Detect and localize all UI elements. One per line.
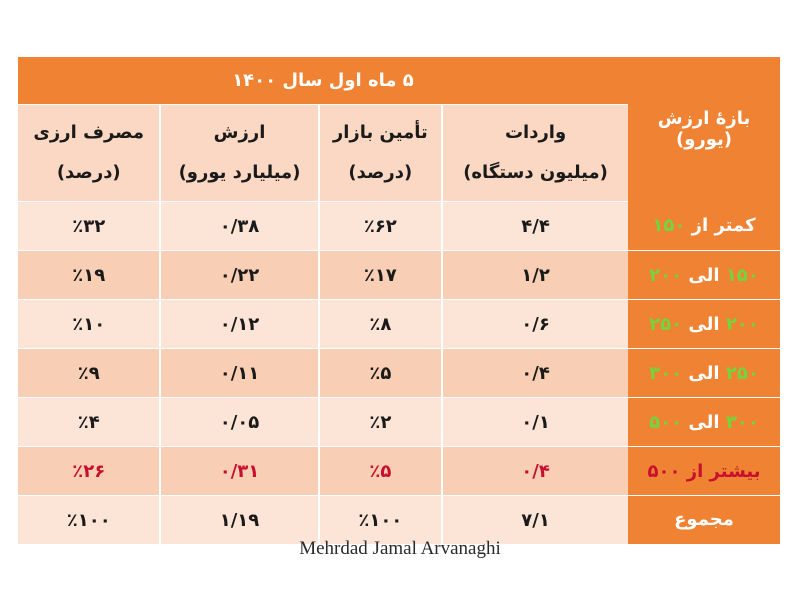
table-cell: ۰/۶ [441, 299, 628, 349]
row-header-word: الی [688, 313, 720, 335]
column-header-unit: (میلیارد یورو) [178, 162, 301, 183]
row-header-number: ۲۵۰ [649, 313, 683, 335]
period-banner: ۵ ماه اول سال ۱۴۰۰ [18, 57, 628, 105]
table-cell: ٪۶۲ [317, 201, 443, 251]
table-cell: ٪۳۲ [18, 201, 161, 251]
table-cell: ۰/۱ [441, 397, 628, 447]
table-cell: ٪۲۶ [18, 446, 161, 496]
table-cell: ۰/۱۱ [159, 348, 319, 398]
row-header: بیشتر از ۵۰۰ [628, 446, 780, 496]
row-header-word: الی [688, 362, 720, 384]
row-header: ۳۰۰ الی ۵۰۰ [628, 397, 780, 447]
column-header-unit: (درصد) [348, 162, 413, 183]
table-row: ۱۵۰ الی ۲۰۰ ۱/۲ ٪۱۷ ۰/۲۲ ٪۱۹ [18, 250, 780, 300]
author-credit: Mehrdad Jamal Arvanaghi [299, 538, 501, 559]
row-header-number: ۵۰۰ [649, 411, 683, 433]
table-cell: ۱/۲ [441, 250, 628, 300]
table-row-highlight: بیشتر از ۵۰۰ ۰/۴ ٪۵ ۰/۳۱ ٪۲۶ [18, 446, 780, 496]
table-row-total: مجموع ۷/۱ ٪۱۰۰ ۱/۱۹ ٪۱۰۰ [18, 495, 780, 545]
row-header-number: ۱۵۰ [725, 264, 759, 286]
table-cell: ۰/۳۸ [159, 201, 319, 251]
row-header-number: ۲۵۰ [725, 362, 759, 384]
table-cell: ٪۵ [317, 348, 443, 398]
table-cell: ۰/۰۵ [159, 397, 319, 447]
table-cell: ۰/۱۲ [159, 299, 319, 349]
column-header-imports: واردات (میلیون دستگاه) [441, 104, 628, 202]
table-cell: ٪۱۹ [18, 250, 161, 300]
row-header: کمتر از ۱۵۰ [628, 201, 780, 251]
table-cell: ٪۲ [317, 397, 443, 447]
row-header-label: مجموع [674, 509, 734, 531]
table-row: ۲۵۰ الی ۳۰۰ ۰/۴ ٪۵ ۰/۱۱ ٪۹ [18, 348, 780, 398]
row-header-word: الی [688, 411, 720, 433]
row-header-word: کمتر از [691, 215, 756, 237]
column-header-currency-use: مصرف ارزی (درصد) [18, 104, 161, 202]
row-header-number: ۱۵۰ [652, 215, 686, 237]
table-cell: ٪۹ [18, 348, 161, 398]
table-cell: ۰/۴ [441, 348, 628, 398]
column-header-line: تأمین بازار [332, 122, 428, 143]
table-cell: ٪۱۰۰ [18, 495, 161, 544]
table-cell: ۱/۱۹ [159, 495, 319, 544]
table-cell: ٪۱۷ [317, 250, 443, 300]
row-header-title-cell: بازهٔ ارزش (یورو) [628, 57, 780, 202]
column-header-value: ارزش (میلیارد یورو) [159, 104, 319, 202]
row-header-number: ۳۰۰ [725, 411, 759, 433]
table-cell: ٪۵ [317, 446, 443, 496]
table-cell: ۰/۴ [441, 446, 628, 496]
table-row: کمتر از ۱۵۰ ۴/۴ ٪۶۲ ۰/۳۸ ٪۳۲ [18, 201, 780, 251]
row-header-title: بازهٔ ارزش (یورو) [657, 108, 751, 151]
table-cell: ٪۸ [317, 299, 443, 349]
import-value-table: بازهٔ ارزش (یورو) ۵ ماه اول سال ۱۴۰۰ وار… [18, 57, 780, 545]
row-header-label: بیشتر از ۵۰۰ [647, 460, 761, 482]
table-cell: ۰/۲۲ [159, 250, 319, 300]
table-cell: ۴/۴ [441, 201, 628, 251]
column-header-market-supply: تأمین بازار (درصد) [317, 104, 443, 202]
row-header: ۲۵۰ الی ۳۰۰ [628, 348, 780, 398]
row-header-word: الی [688, 264, 720, 286]
column-header-line: مصرف ارزی [33, 122, 145, 143]
table-cell: ۷/۱ [441, 495, 628, 544]
row-header-number: ۳۰۰ [649, 362, 683, 384]
table-cell: ٪۱۰ [18, 299, 161, 349]
table-cell: ٪۴ [18, 397, 161, 447]
row-header: ۱۵۰ الی ۲۰۰ [628, 250, 780, 300]
table-cell: ۰/۳۱ [159, 446, 319, 496]
period-banner-text: ۵ ماه اول سال ۱۴۰۰ [232, 70, 414, 91]
row-header: مجموع [628, 495, 780, 545]
row-header-number: ۲۰۰ [649, 264, 683, 286]
row-header-number: ۲۰۰ [725, 313, 759, 335]
table-row: ۲۰۰ الی ۲۵۰ ۰/۶ ٪۸ ۰/۱۲ ٪۱۰ [18, 299, 780, 349]
table-cell: ٪۱۰۰ [317, 495, 443, 544]
row-header: ۲۰۰ الی ۲۵۰ [628, 299, 780, 349]
column-header-line: واردات [504, 122, 567, 143]
table-row: ۳۰۰ الی ۵۰۰ ۰/۱ ٪۲ ۰/۰۵ ٪۴ [18, 397, 780, 447]
column-header-unit: (درصد) [56, 162, 121, 183]
column-header-line: ارزش [213, 122, 266, 143]
column-header-unit: (میلیون دستگاه) [463, 162, 608, 183]
